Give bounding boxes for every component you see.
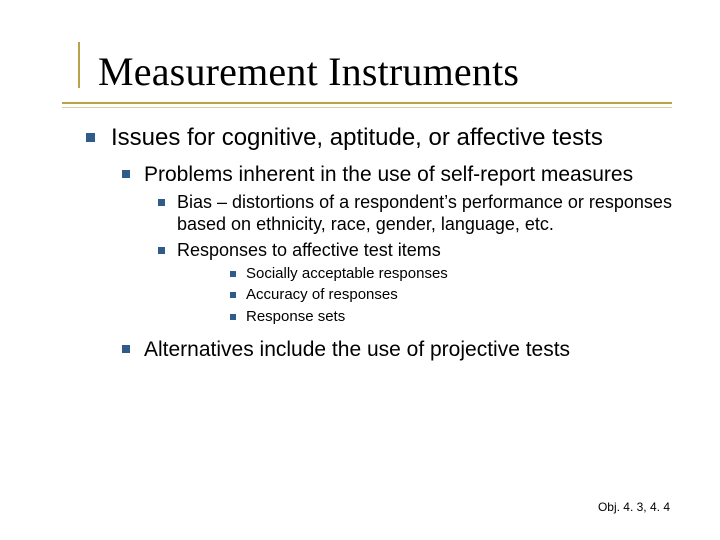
spacer [86, 327, 676, 331]
square-bullet-icon [230, 314, 236, 320]
footer-objective: Obj. 4. 3, 4. 4 [598, 500, 670, 514]
title-horizontal-rule [62, 102, 672, 104]
square-bullet-icon [122, 170, 130, 178]
slide-body: Issues for cognitive, aptitude, or affec… [0, 95, 720, 363]
slide: Measurement Instruments Issues for cogni… [0, 0, 720, 540]
slide-title: Measurement Instruments [62, 48, 720, 95]
bullet-level2: Problems inherent in the use of self-rep… [122, 162, 676, 188]
square-bullet-icon [230, 292, 236, 298]
title-vertical-rule [78, 42, 80, 88]
bullet-text: Responses to affective test items [177, 240, 441, 262]
bullet-text: Accuracy of responses [246, 286, 398, 305]
bullet-level3: Responses to affective test items [158, 240, 676, 262]
square-bullet-icon [122, 345, 130, 353]
bullet-level2: Alternatives include the use of projecti… [122, 337, 676, 363]
bullet-text: Alternatives include the use of projecti… [144, 337, 570, 363]
bullet-text: Bias – distortions of a respondent’s per… [177, 192, 676, 236]
bullet-text: Problems inherent in the use of self-rep… [144, 162, 633, 188]
bullet-text: Socially acceptable responses [246, 265, 448, 284]
square-bullet-icon [86, 133, 95, 142]
square-bullet-icon [158, 199, 165, 206]
title-area: Measurement Instruments [0, 0, 720, 95]
bullet-level4: Response sets [230, 308, 676, 327]
bullet-text: Issues for cognitive, aptitude, or affec… [111, 123, 603, 152]
bullet-level4: Socially acceptable responses [230, 265, 676, 284]
square-bullet-icon [158, 247, 165, 254]
title-horizontal-rule-shadow [62, 107, 672, 108]
square-bullet-icon [230, 271, 236, 277]
bullet-level3: Bias – distortions of a respondent’s per… [158, 192, 676, 236]
bullet-text: Response sets [246, 308, 345, 327]
bullet-level4: Accuracy of responses [230, 286, 676, 305]
bullet-level1: Issues for cognitive, aptitude, or affec… [86, 123, 676, 152]
